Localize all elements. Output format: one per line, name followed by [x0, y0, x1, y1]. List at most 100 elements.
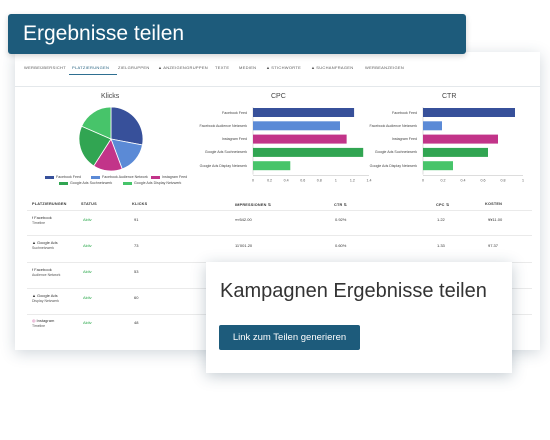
bar-category-label: Google Ads Display Netzwerk: [199, 163, 247, 168]
bar-category-label: Facebook Feed: [392, 110, 417, 115]
placement-subtitle: Timeline: [32, 221, 46, 225]
status-badge: Aktiv: [83, 295, 92, 300]
bar-4: [423, 161, 453, 171]
clicks-value: 48: [134, 320, 139, 325]
bar-category-label: Google Ads Suchnetzwerk: [374, 150, 417, 155]
placement-subtitle: Timeline: [32, 324, 46, 328]
status-badge: Aktiv: [83, 217, 92, 222]
facebook-icon: f: [32, 215, 34, 220]
legend-label: Google Ads Suchnetzwerk: [70, 181, 113, 185]
bar-category-label: Google Ads Display Netzwerk: [369, 163, 417, 168]
col-header-platzierungen[interactable]: PLATZIERUNGEN: [32, 202, 67, 206]
legend-label: Instagram Feed: [162, 175, 188, 179]
legend-item: Facebook Feed: [45, 175, 81, 179]
bar-1: [423, 121, 442, 131]
col-header-klicks[interactable]: KLICKS: [132, 202, 148, 206]
legend-item: Google Ads Suchnetzwerk: [59, 181, 112, 185]
tab-anzeigengruppen[interactable]: ▲ANZEIGENGRUPPEN: [158, 65, 208, 70]
table-row[interactable]: ◎Instagram Timeline: [32, 318, 54, 328]
x-tick-label: 1.4: [367, 179, 372, 183]
cost-value: ¥¥11.00: [488, 217, 503, 222]
cpc-chart-title: CPC: [271, 93, 286, 100]
row-divider: [27, 235, 532, 236]
tab-medien[interactable]: MEDIEN: [239, 65, 257, 70]
x-tick-label: 0.4: [284, 179, 289, 183]
bar-2: [253, 134, 347, 144]
google-ads-icon: ▲: [158, 65, 163, 70]
share-results-popup: Kampagnen Ergebnisse teilen Link zum Tei…: [206, 262, 512, 373]
bar-category-label: Facebook Audience Netzwerk: [199, 123, 247, 128]
placement-name: Facebook: [34, 215, 52, 220]
legend-swatch: [123, 181, 132, 185]
legend-label: Google Ads Display Netzwerk: [134, 181, 182, 185]
bar-0: [253, 108, 355, 117]
page-title-banner: Ergebnisse teilen: [8, 14, 466, 54]
ctr-value: 0.60%: [335, 243, 347, 248]
status-badge: Aktiv: [83, 243, 92, 248]
table-row[interactable]: fFacebook Timeline: [32, 215, 52, 225]
impressions-value: 11'001.20: [235, 243, 253, 248]
status-badge: Aktiv: [83, 269, 92, 274]
col-header-kosten[interactable]: KOSTEN: [485, 202, 503, 206]
table-header-divider: [27, 210, 532, 211]
placement-subtitle: Audience Network: [32, 273, 61, 277]
col-header-cpc[interactable]: CPC ⇅: [436, 203, 450, 207]
tab-bar: WERBEÜBERSICHT PLATZIERUNGEN ZIELGRUPPEN…: [15, 62, 540, 87]
legend-swatch: [59, 181, 68, 185]
clicks-value: 60: [134, 295, 139, 300]
tab-werbeanzeigen[interactable]: WERBEANZEIGEN: [365, 65, 405, 70]
google-ads-icon: ▲: [32, 240, 36, 245]
x-tick-label: 0.8: [317, 179, 322, 183]
table-row[interactable]: fFacebook Audience Network: [32, 267, 60, 277]
pie-slice-4: [81, 106, 112, 140]
bar-category-label: Instagram Feed: [391, 137, 417, 142]
bar-category-label: Facebook Feed: [222, 110, 247, 115]
legend-swatch: [91, 175, 100, 179]
google-ads-icon: ▲: [311, 65, 316, 70]
placement-name: Google Ads: [36, 293, 58, 298]
cpc-bar-chart: 0 0.2 0.4 0.6 0.8 1 1.2 1.4: [252, 107, 372, 183]
tab-werbeuebersicht[interactable]: WERBEÜBERSICHT: [24, 65, 66, 70]
ctr-bar-chart: 0 0.2 0.4 0.6 0.8 1: [422, 107, 524, 183]
generate-share-link-button[interactable]: Link zum Teilen generieren: [219, 325, 360, 350]
clicks-value: 53: [134, 269, 139, 274]
legend-swatch: [151, 175, 160, 179]
tab-texte[interactable]: TEXTE: [215, 65, 230, 70]
clicks-value: 73: [134, 243, 139, 248]
x-tick-label: 0.4: [461, 179, 466, 183]
col-header-status[interactable]: STATUS: [81, 202, 97, 206]
x-tick-label: 1: [335, 179, 337, 183]
status-badge: Aktiv: [83, 320, 92, 325]
placement-subtitle: Suchnetzwerk: [32, 246, 54, 250]
bar-0: [423, 108, 515, 117]
legend-item: Facebook Audience Network: [91, 175, 148, 179]
page-title: Ergebnisse teilen: [23, 22, 185, 45]
bar-category-label: Instagram Feed: [221, 137, 247, 142]
impressions-value: ¤¤542.00: [235, 217, 252, 222]
col-header-impressionen[interactable]: IMPRESSIONEN ⇅: [235, 203, 272, 207]
clicks-pie-chart: [78, 106, 144, 172]
x-tick-label: 0.2: [441, 179, 446, 183]
legend-item: Instagram Feed: [151, 175, 187, 179]
tab-platzierungen[interactable]: PLATZIERUNGEN: [72, 65, 110, 70]
pie-chart-title: Klicks: [101, 93, 120, 100]
google-ads-icon: ▲: [266, 65, 271, 70]
popup-title: Kampagnen Ergebnisse teilen: [220, 280, 487, 302]
table-row[interactable]: ▲Google Ads Display Netzwerk: [32, 293, 59, 303]
table-row[interactable]: ▲Google Ads Suchnetzwerk: [32, 240, 58, 250]
col-header-ctr[interactable]: CTR ⇅: [334, 203, 348, 207]
tab-stichworte[interactable]: ▲STICHWORTE: [266, 65, 302, 70]
tab-divider: [15, 86, 540, 87]
x-tick-label: 0: [422, 179, 424, 183]
bar-category-label: Facebook Audience Netzwerk: [369, 123, 417, 128]
placement-name: Instagram: [36, 318, 55, 323]
ctr-value: 0.92%: [335, 217, 347, 222]
cpc-value: 1.33: [437, 243, 445, 248]
x-tick-label: 0.6: [481, 179, 486, 183]
tab-suchanfragen[interactable]: ▲SUCHANFRAGEN: [311, 65, 354, 70]
bar-2: [423, 134, 498, 144]
legend-item: Google Ads Display Netzwerk: [123, 181, 181, 185]
x-tick-label: 1.2: [350, 179, 355, 183]
tab-zielgruppen[interactable]: ZIELGRUPPEN: [118, 65, 150, 70]
clicks-value: 91: [134, 217, 139, 222]
